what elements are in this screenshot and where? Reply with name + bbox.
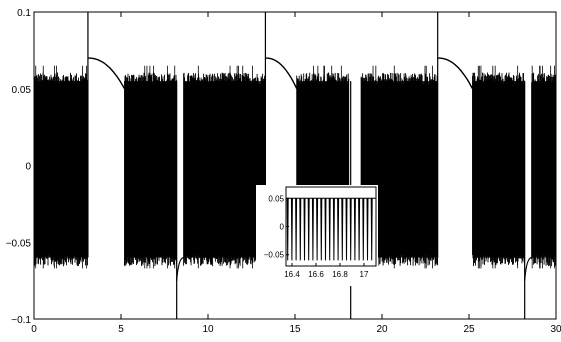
- inset-x-tick-label: 17: [360, 270, 369, 279]
- inset-x-tick-label: 16.6: [308, 270, 324, 279]
- inset-y-tick-label: 0.05: [268, 194, 284, 203]
- inset-chart: 16.4 16.6 16.8 17 −0.05 0 0.05: [256, 185, 378, 286]
- relaxation-curve-0: [87, 57, 126, 90]
- y-tick-label: 0.05: [12, 85, 32, 96]
- inset-spike-train: [285, 197, 377, 261]
- inset-y-tick-label: 0: [280, 223, 285, 232]
- oscillation-fill-6: [531, 81, 556, 258]
- x-tick-label: 10: [202, 324, 214, 335]
- oscillation-fill-5: [472, 81, 525, 258]
- x-tick-label: 30: [550, 324, 561, 335]
- y-tick-label: −0.05: [6, 238, 32, 249]
- oscillation-fill-1: [124, 81, 177, 258]
- inset-x-tick-label: 16.8: [332, 270, 348, 279]
- x-tick-label: 0: [31, 324, 37, 335]
- x-tick-label: 20: [376, 324, 388, 335]
- y-tick-label: 0.1: [17, 8, 31, 19]
- oscillation-fill-0: [34, 81, 88, 258]
- x-tick-label: 5: [118, 324, 124, 335]
- relaxation-curve-2: [437, 57, 474, 90]
- oscillation-fill-2: [183, 81, 266, 258]
- recovery-curve-0: [176, 257, 184, 281]
- relaxation-curve-1: [265, 57, 298, 89]
- recovery-curve-1: [524, 257, 532, 281]
- inset-y-tick-label: −0.05: [264, 251, 285, 260]
- x-tick-label: 25: [463, 324, 475, 335]
- y-tick-label: −0.1: [11, 315, 31, 326]
- x-tick-label: 15: [289, 324, 301, 335]
- inset-x-tick-label: 16.4: [284, 270, 300, 279]
- y-tick-label: 0: [25, 162, 31, 173]
